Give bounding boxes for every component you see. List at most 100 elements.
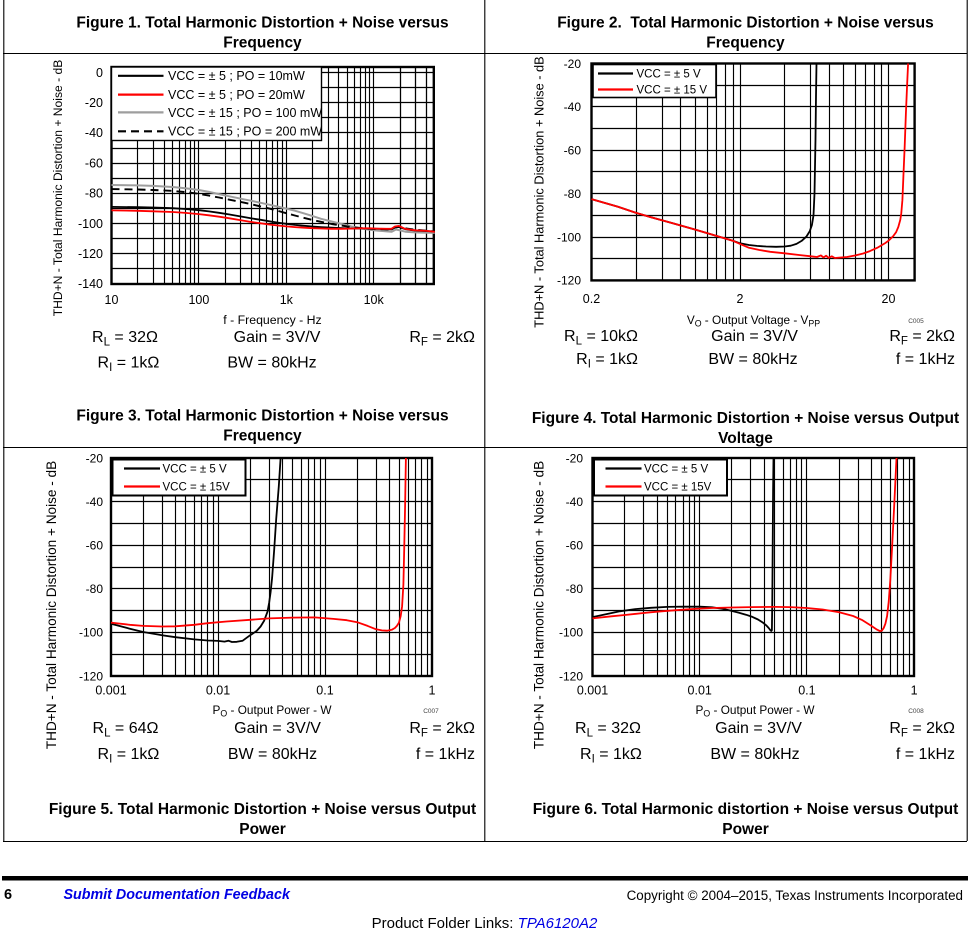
svg-text:PO - Output Power - W: PO - Output Power - W	[696, 703, 816, 719]
svg-text:1: 1	[429, 684, 436, 698]
svg-text:f = 1kHz: f = 1kHz	[896, 351, 955, 368]
svg-text:10k: 10k	[364, 293, 385, 307]
svg-text:BW = 80kHz: BW = 80kHz	[228, 746, 317, 763]
svg-text:6: 6	[4, 887, 12, 903]
svg-text:0.01: 0.01	[688, 684, 712, 698]
svg-text:Frequency: Frequency	[223, 428, 302, 445]
svg-text:RF = 2kΩ: RF = 2kΩ	[409, 720, 475, 740]
svg-text:Power: Power	[722, 821, 769, 838]
svg-text:RL = 64Ω: RL = 64Ω	[93, 720, 159, 740]
svg-text:-80: -80	[566, 582, 584, 596]
svg-text:Gain = 3V/V: Gain = 3V/V	[234, 329, 321, 346]
svg-text:-120: -120	[559, 669, 583, 683]
svg-text:Gain = 3V/V: Gain = 3V/V	[711, 328, 798, 345]
svg-text:BW = 80kHz: BW = 80kHz	[710, 746, 799, 763]
svg-text:-20: -20	[564, 57, 582, 71]
svg-text:C007: C007	[423, 708, 439, 715]
svg-text:0.1: 0.1	[798, 684, 815, 698]
svg-text:THD+N - Total Harmonic Distort: THD+N - Total Harmonic Distortion + Nois…	[532, 56, 547, 327]
svg-text:VCC = ± 15 V: VCC = ± 15 V	[637, 85, 708, 97]
svg-text:-100: -100	[79, 626, 103, 640]
svg-text:f = 1kHz: f = 1kHz	[896, 746, 955, 763]
svg-text:Figure 1. Total Harmonic Disto: Figure 1. Total Harmonic Distortion + No…	[76, 15, 448, 32]
svg-text:-20: -20	[85, 96, 103, 110]
svg-text:100: 100	[188, 293, 209, 307]
svg-text:10: 10	[105, 293, 119, 307]
svg-text:RF = 2kΩ: RF = 2kΩ	[409, 329, 475, 349]
svg-text:BW = 80kHz: BW = 80kHz	[708, 351, 797, 368]
svg-text:Figure 4. Total Harmonic Disto: Figure 4. Total Harmonic Distortion + No…	[532, 410, 959, 427]
svg-text:-60: -60	[564, 144, 582, 158]
svg-text:0.2: 0.2	[583, 292, 600, 306]
svg-text:f - Frequency - Hz: f - Frequency - Hz	[223, 313, 321, 327]
svg-text:Figure 6. Total Harmonic disto: Figure 6. Total Harmonic distortion + No…	[533, 801, 959, 818]
svg-text:-80: -80	[86, 582, 104, 596]
svg-text:Copyright © 2004–2015, Texas I: Copyright © 2004–2015, Texas Instruments…	[627, 888, 963, 903]
svg-text:20: 20	[882, 292, 896, 306]
svg-text:-40: -40	[86, 495, 104, 509]
svg-text:Gain = 3V/V: Gain = 3V/V	[715, 720, 802, 737]
svg-text:PO - Output Power - W: PO - Output Power - W	[213, 703, 333, 719]
svg-text:Voltage: Voltage	[718, 430, 773, 447]
svg-text:Submit Documentation Feedback: Submit Documentation Feedback	[64, 887, 291, 903]
svg-text:VO - Output Voltage - VPP: VO - Output Voltage - VPP	[687, 313, 820, 329]
svg-text:-140: -140	[78, 277, 103, 291]
svg-text:1k: 1k	[280, 293, 294, 307]
svg-text:RI = 1kΩ: RI = 1kΩ	[576, 351, 638, 371]
svg-text:Figure 3. Total Harmonic Disto: Figure 3. Total Harmonic Distortion + No…	[76, 408, 448, 425]
svg-text:THD+N - Total Harmonic Distort: THD+N - Total Harmonic Distortion + Nois…	[532, 461, 547, 749]
svg-text:1: 1	[911, 684, 918, 698]
svg-text:RI = 1kΩ: RI = 1kΩ	[98, 355, 160, 375]
svg-text:-120: -120	[79, 669, 103, 683]
svg-text:RI = 1kΩ: RI = 1kΩ	[98, 746, 160, 766]
svg-text:Figure 5. Total Harmonic Disto: Figure 5. Total Harmonic Distortion + No…	[49, 801, 476, 818]
svg-text:-60: -60	[566, 539, 584, 553]
svg-text:-80: -80	[564, 187, 582, 201]
svg-text:THD+N - Total Harmonic Distort: THD+N - Total Harmonic Distortion + Nois…	[51, 60, 65, 317]
svg-text:-20: -20	[566, 451, 584, 465]
svg-text:0.01: 0.01	[206, 684, 230, 698]
svg-text:-20: -20	[86, 451, 104, 465]
svg-text:VCC = ± 5 V: VCC = ± 5 V	[163, 464, 227, 476]
svg-text:-60: -60	[86, 539, 104, 553]
svg-text:C008: C008	[908, 708, 924, 715]
svg-text:RL = 10kΩ: RL = 10kΩ	[564, 328, 638, 348]
svg-text:VCC = ± 15V: VCC = ± 15V	[644, 482, 712, 494]
svg-text:Frequency: Frequency	[223, 35, 302, 52]
svg-text:-80: -80	[85, 187, 103, 201]
svg-text:Product Folder Links: TPA6120A: Product Folder Links: TPA6120A2	[372, 915, 598, 932]
svg-text:Figure 2. Total Harmonic Dist: Figure 2. Total Harmonic Distortion + No…	[557, 15, 934, 32]
svg-text:0.1: 0.1	[316, 684, 333, 698]
svg-text:Power: Power	[239, 821, 286, 838]
svg-text:Gain = 3V/V: Gain = 3V/V	[234, 720, 321, 737]
svg-text:-120: -120	[78, 247, 103, 261]
svg-text:-40: -40	[564, 100, 582, 114]
svg-text:-100: -100	[78, 217, 103, 231]
svg-text:RI = 1kΩ: RI = 1kΩ	[580, 746, 642, 766]
svg-text:VCC = ± 5 ; PO = 20mW: VCC = ± 5 ; PO = 20mW	[168, 88, 305, 102]
svg-text:0.001: 0.001	[95, 684, 126, 698]
svg-text:BW = 80kHz: BW = 80kHz	[227, 355, 316, 372]
svg-text:-120: -120	[557, 274, 581, 288]
svg-text:f = 1kHz: f = 1kHz	[416, 746, 475, 763]
svg-text:VCC = ± 5 V: VCC = ± 5 V	[644, 464, 708, 476]
svg-text:0: 0	[96, 66, 103, 80]
svg-text:VCC = ± 15 ; PO = 100 mW: VCC = ± 15 ; PO = 100 mW	[168, 106, 322, 120]
svg-text:VCC = ± 5 V: VCC = ± 5 V	[637, 69, 701, 81]
svg-text:VCC = ± 5 ; PO = 10mW: VCC = ± 5 ; PO = 10mW	[168, 69, 305, 83]
svg-text:RF = 2kΩ: RF = 2kΩ	[889, 720, 955, 740]
svg-text:-60: -60	[85, 156, 103, 170]
svg-text:THD+N - Total Harmonic Distort: THD+N - Total Harmonic Distortion + Nois…	[44, 461, 59, 749]
svg-text:2: 2	[737, 292, 744, 306]
svg-text:-100: -100	[559, 626, 583, 640]
svg-text:VCC = ± 15V: VCC = ± 15V	[163, 482, 231, 494]
svg-text:-100: -100	[557, 230, 581, 244]
svg-text:C005: C005	[908, 318, 924, 325]
svg-text:VCC = ± 15 ; PO = 200 mW: VCC = ± 15 ; PO = 200 mW	[168, 125, 322, 139]
svg-text:RL = 32Ω: RL = 32Ω	[575, 720, 641, 740]
svg-text:-40: -40	[566, 495, 584, 509]
svg-text:RL = 32Ω: RL = 32Ω	[92, 329, 158, 349]
svg-text:RF = 2kΩ: RF = 2kΩ	[889, 328, 955, 348]
svg-text:-40: -40	[85, 126, 103, 140]
svg-text:0.001: 0.001	[577, 684, 608, 698]
